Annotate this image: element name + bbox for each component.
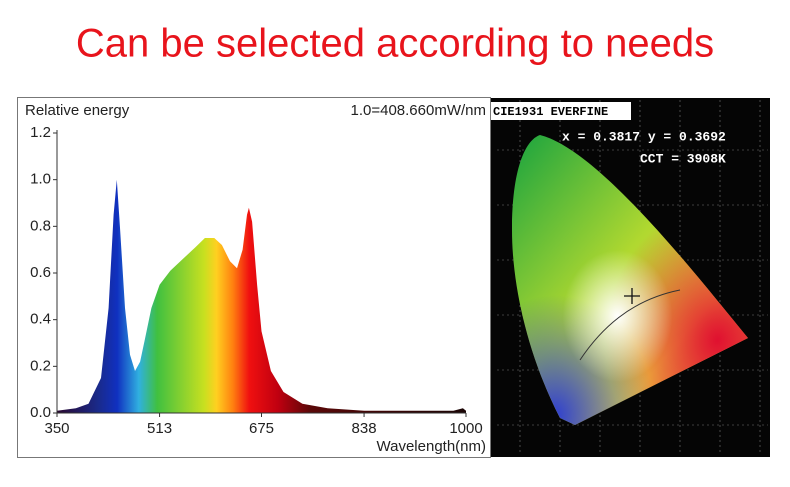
- page-title: Can be selected according to needs: [76, 22, 714, 66]
- cie-cct: CCT = 3908K: [640, 151, 726, 166]
- cie-coords: x = 0.3817 y = 0.3692: [562, 129, 726, 144]
- y-axis-label: Relative energy: [25, 102, 130, 119]
- annotation: 1.0=408.660mW/nm: [351, 102, 487, 119]
- y-tick-label: 0.8: [30, 217, 51, 234]
- spectrum-area: [57, 179, 466, 413]
- y-tick-label: 0.0: [30, 404, 51, 421]
- y-tick-label: 1.0: [30, 171, 51, 188]
- planckian-locus: [579, 289, 681, 361]
- x-axis-label: Wavelength(nm): [377, 438, 486, 455]
- cie-label-box: [491, 102, 631, 120]
- x-tick-label: 838: [352, 420, 377, 437]
- y-tick-label: 1.2: [30, 124, 51, 141]
- cie-label: CIE1931 EVERFINE: [493, 105, 608, 119]
- cie-diagram: CIE1931 EVERFINE x = 0.3817 y = 0.3692 C…: [491, 98, 770, 457]
- plot: 0.0 0.2 0.4 0.6 0.8 1.0 1.2 350 513 675 838 1000: [30, 124, 483, 437]
- x-tick-label: 350: [44, 420, 69, 437]
- x-tick-label: 1000: [449, 420, 482, 437]
- y-tick-label: 0.4: [30, 311, 51, 328]
- y-tick-label: 0.6: [30, 264, 51, 281]
- x-tick-label: 675: [249, 420, 274, 437]
- x-tick-label: 513: [147, 420, 172, 437]
- cie-point: [624, 288, 640, 304]
- y-tick-label: 0.2: [30, 357, 51, 374]
